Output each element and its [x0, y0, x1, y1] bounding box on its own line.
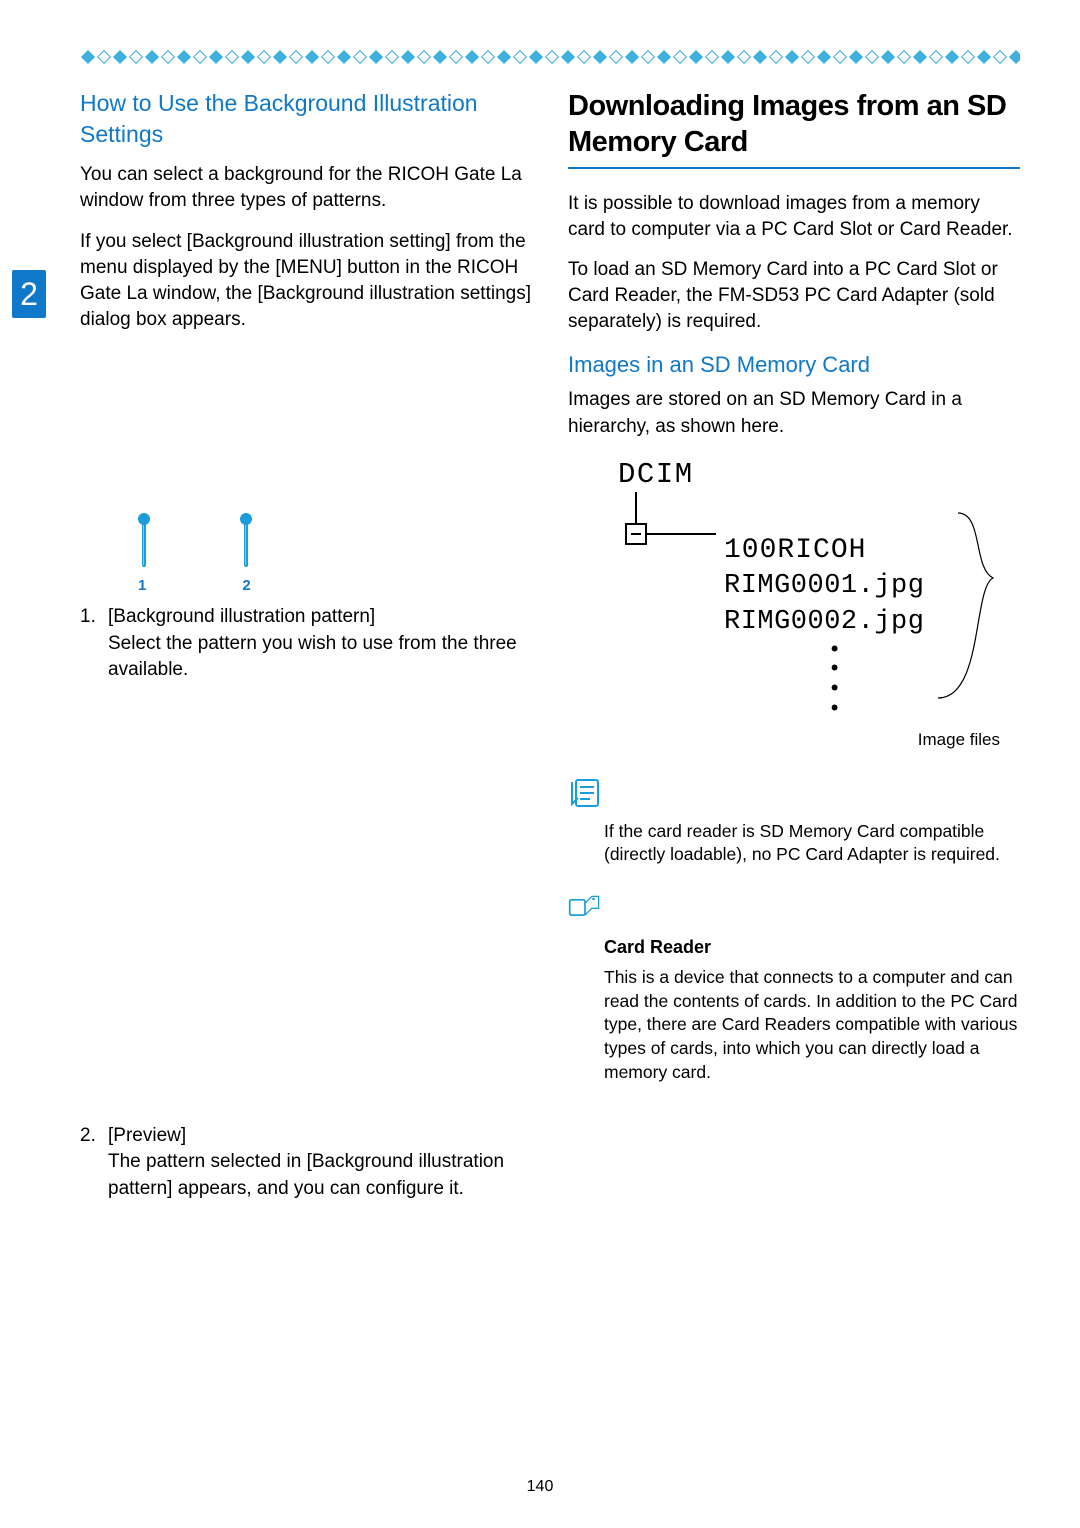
glossary-icon	[568, 893, 602, 927]
right-paragraph-1: It is possible to download images from a…	[568, 191, 1020, 243]
pin-label-1: 1	[138, 577, 146, 594]
right-paragraph-2: To load an SD Memory Card into a PC Card…	[568, 257, 1020, 336]
pin-diagram	[138, 513, 532, 571]
list-item-number: 1.	[80, 604, 108, 683]
pin-labels: 1 2	[138, 577, 532, 594]
hierarchy-subfolder: 100RICOH	[724, 535, 1020, 566]
right-main-heading: Downloading Images from an SD Memory Car…	[568, 88, 1020, 161]
list-item-2: 2. [Preview] The pattern selected in [Ba…	[80, 1123, 532, 1202]
glossary-text: This is a device that connects to a comp…	[604, 966, 1020, 1084]
section-number-badge: 2	[12, 270, 46, 318]
page: 2 How to Use the Background Illustration…	[0, 0, 1080, 1528]
heading-underline	[568, 167, 1020, 169]
hierarchy-file-1: RIMG0001.jpg	[724, 568, 1020, 604]
page-number: 140	[0, 1478, 1080, 1496]
left-paragraph-2: If you select [Background illustration s…	[80, 229, 532, 334]
list-item-desc: The pattern selected in [Background illu…	[108, 1151, 504, 1198]
left-column: How to Use the Background Illustration S…	[80, 88, 532, 1212]
decorative-top-border	[80, 50, 1020, 64]
two-column-layout: How to Use the Background Illustration S…	[80, 88, 1020, 1212]
right-column: Downloading Images from an SD Memory Car…	[568, 88, 1020, 1212]
list-item-title: [Background illustration pattern]	[108, 606, 375, 627]
folder-hierarchy-diagram: DCIM 100RICOH RIMG0001.jpg RIMG0002.jpg …	[618, 458, 1020, 720]
pin-icon-2	[240, 513, 252, 571]
right-sub-heading: Images in an SD Memory Card	[568, 350, 1020, 380]
right-paragraph-3: Images are stored on an SD Memory Card i…	[568, 387, 1020, 439]
left-paragraph-1: You can select a background for the RICO…	[80, 162, 532, 214]
pin-icon-1	[138, 513, 150, 571]
pin-label-2: 2	[242, 577, 250, 594]
note-text: If the card reader is SD Memory Card com…	[604, 820, 1020, 867]
glossary-heading: Card Reader	[604, 937, 1020, 958]
hierarchy-file-2: RIMG0002.jpg	[724, 604, 1020, 640]
numbered-list: 1. [Background illustration pattern] Sel…	[80, 604, 532, 1201]
list-item-number: 2.	[80, 1123, 108, 1202]
image-files-label: Image files	[568, 730, 1000, 750]
left-heading: How to Use the Background Illustration S…	[80, 88, 532, 150]
list-item-1: 1. [Background illustration pattern] Sel…	[80, 604, 532, 683]
hierarchy-dots: ••••	[828, 641, 1020, 720]
note-icon	[568, 776, 602, 810]
list-item-title: [Preview]	[108, 1125, 186, 1146]
list-item-desc: Select the pattern you wish to use from …	[108, 633, 517, 680]
hierarchy-root: DCIM	[618, 458, 1020, 491]
